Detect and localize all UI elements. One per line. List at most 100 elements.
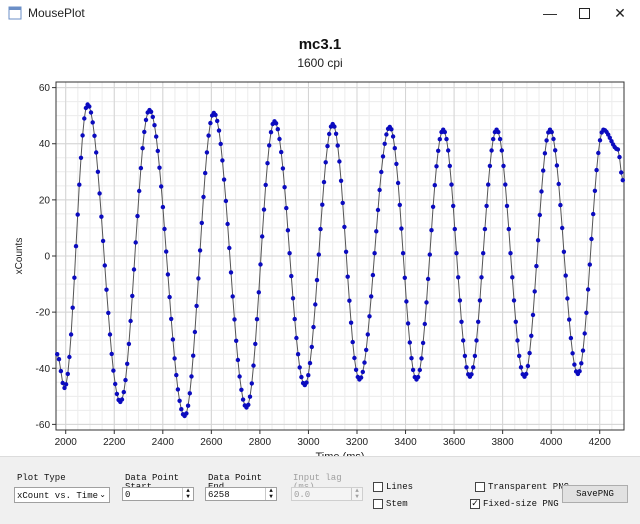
data-point <box>486 182 491 187</box>
data-point <box>427 252 432 257</box>
data-point <box>125 361 130 366</box>
data-point <box>449 182 454 187</box>
data-point-start-input[interactable]: 0 ▲ ▼ <box>122 487 194 501</box>
data-point-end-spinner[interactable]: ▲ ▼ <box>265 488 276 500</box>
data-point <box>510 275 515 280</box>
chart-subtitle: 1600 cpi <box>297 56 343 70</box>
fixed-size-png-checkbox[interactable]: ✓ <box>470 499 480 509</box>
data-point <box>585 287 591 292</box>
data-point <box>68 332 74 337</box>
data-point <box>313 302 318 307</box>
data-point <box>340 200 345 206</box>
data-point <box>484 203 489 209</box>
data-point <box>561 249 567 254</box>
input-lag-input[interactable]: 0.0 ▲ ▼ <box>291 487 363 501</box>
plot-type-value: xCount vs. Time <box>17 491 99 501</box>
data-point <box>337 159 342 164</box>
y-tick-label: -40 <box>36 364 51 375</box>
data-point <box>481 251 486 256</box>
data-point <box>87 104 92 109</box>
data-point-end-input[interactable]: 6258 ▲ ▼ <box>205 487 277 501</box>
data-point <box>292 316 297 322</box>
data-point <box>94 150 99 155</box>
data-point <box>55 352 60 357</box>
data-point <box>111 368 116 373</box>
data-point <box>479 275 484 280</box>
data-point <box>404 299 409 304</box>
x-tick-label: 2200 <box>103 437 126 448</box>
data-point <box>285 228 291 233</box>
data-point <box>544 138 549 143</box>
data-point <box>367 314 372 319</box>
maximize-button[interactable] <box>566 0 602 26</box>
data-point <box>143 117 149 123</box>
data-point <box>261 207 267 212</box>
data-point <box>525 363 531 369</box>
data-point <box>113 381 118 387</box>
data-point <box>284 205 289 211</box>
data-point <box>172 356 177 361</box>
transparent-png-checkbox[interactable] <box>475 482 485 492</box>
data-point <box>318 226 323 232</box>
input-lag-spinner[interactable]: ▲ ▼ <box>351 488 362 500</box>
data-point <box>384 132 389 137</box>
data-point <box>489 148 494 153</box>
data-point <box>518 365 524 370</box>
data-point <box>541 168 546 173</box>
data-point <box>194 303 199 309</box>
data-point <box>372 251 377 256</box>
data-point <box>504 203 510 209</box>
x-tick-label: 2000 <box>55 437 78 448</box>
data-point <box>345 274 350 279</box>
data-point <box>65 371 71 377</box>
data-point <box>62 385 67 391</box>
data-point <box>90 120 95 125</box>
data-point <box>452 226 457 232</box>
data-point <box>558 202 563 208</box>
data-point <box>515 338 520 343</box>
lines-checkbox[interactable] <box>373 482 383 492</box>
data-point <box>570 351 575 356</box>
data-point <box>567 317 572 322</box>
data-point <box>119 397 125 402</box>
data-point <box>607 135 612 140</box>
data-point <box>400 251 406 256</box>
data-point <box>364 347 369 353</box>
plot-area[interactable]: mc3.1 1600 cpi 2000 2200 2400 2600 2800 3000 3… <box>0 26 640 456</box>
data-point <box>174 372 179 378</box>
data-point <box>457 298 463 303</box>
data-point <box>67 354 72 360</box>
x-tick-label: 4000 <box>540 437 563 448</box>
data-point <box>377 187 382 193</box>
stem-checkbox[interactable] <box>373 499 383 509</box>
minimize-icon: — <box>543 5 557 21</box>
save-png-button[interactable]: SavePNG <box>562 485 628 503</box>
data-point <box>275 127 280 132</box>
data-point <box>424 300 429 305</box>
data-point <box>530 312 536 318</box>
data-point <box>527 350 532 356</box>
data-point <box>592 188 598 193</box>
data-point-end-label: Data Point <box>208 473 263 483</box>
data-point <box>429 228 434 233</box>
data-point <box>362 360 367 365</box>
data-point <box>422 321 427 327</box>
data-point <box>114 391 120 397</box>
data-point <box>56 357 62 362</box>
close-button[interactable]: ✕ <box>602 0 638 26</box>
data-point <box>506 226 511 232</box>
minimize-button[interactable]: — <box>532 0 568 26</box>
x-tick-label: 3800 <box>492 437 515 448</box>
data-point <box>392 146 397 151</box>
series-line <box>56 103 624 417</box>
data-point <box>309 344 314 350</box>
data-point <box>107 332 113 337</box>
data-point <box>342 224 347 230</box>
data-point-start-spinner[interactable]: ▲ ▼ <box>182 488 193 500</box>
data-point <box>534 263 539 269</box>
data-point <box>419 356 424 361</box>
data-point <box>289 273 294 279</box>
data-point <box>580 348 586 353</box>
plot-type-select[interactable]: xCount vs. Time ⌄ <box>14 487 110 503</box>
data-point <box>399 226 404 231</box>
